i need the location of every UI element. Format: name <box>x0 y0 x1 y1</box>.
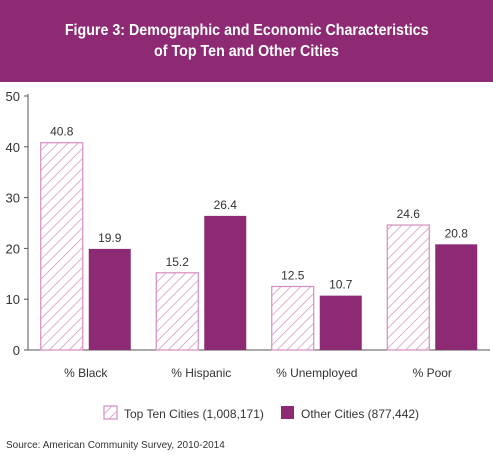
bar-chart: 0 10 20 30 40 50 40.8 19.9 % Black 15.2 26.4 % Hisp… <box>6 89 490 421</box>
title-banner: Figure 3: Demographic and Economic Chara… <box>0 0 493 82</box>
y-tick-label: 0 <box>13 343 20 358</box>
bar-other-cities <box>88 248 131 350</box>
bar-top-ten <box>386 224 430 351</box>
chart-title: Figure 3: Demographic and Economic Chara… <box>64 22 429 39</box>
x-tick-label: % Hispanic <box>171 366 231 380</box>
bar-value-label: 12.5 <box>281 269 305 283</box>
legend-label-top-ten: Top Ten Cities (1,008,171) <box>124 407 264 421</box>
y-tick-label: 40 <box>6 140 20 155</box>
x-tick-label: % Poor <box>413 366 452 380</box>
y-tick-label: 50 <box>6 89 20 104</box>
source-note: Source: American Community Survey, 2010-… <box>6 440 225 451</box>
x-tick-label: % Unemployed <box>276 366 357 380</box>
bar-top-ten <box>271 285 315 351</box>
bar-other-cities <box>204 215 247 350</box>
bar-value-label: 15.2 <box>166 255 190 269</box>
bar-value-label: 24.6 <box>397 207 421 221</box>
bar-other-cities <box>319 295 362 350</box>
y-tick-label: 30 <box>6 191 20 206</box>
legend-swatch-top-ten <box>103 405 118 420</box>
legend-label-other-cities: Other Cities (877,442) <box>301 407 419 421</box>
bar-top-ten <box>40 142 84 351</box>
bar-value-label: 19.9 <box>98 231 122 245</box>
bar-value-label: 10.7 <box>329 278 353 292</box>
legend-swatch-other-cities <box>281 406 294 419</box>
bar-other-cities <box>435 244 478 350</box>
bar-value-label: 26.4 <box>214 198 238 212</box>
bar-top-ten <box>155 272 199 351</box>
y-tick-label: 20 <box>6 241 20 256</box>
y-tick-label: 10 <box>6 292 20 307</box>
bar-value-label: 20.8 <box>445 226 469 240</box>
chart-subtitle: of Top Ten and Other Cities <box>154 43 339 60</box>
bar-value-label: 40.8 <box>50 125 74 139</box>
x-tick-label: % Black <box>64 366 108 380</box>
